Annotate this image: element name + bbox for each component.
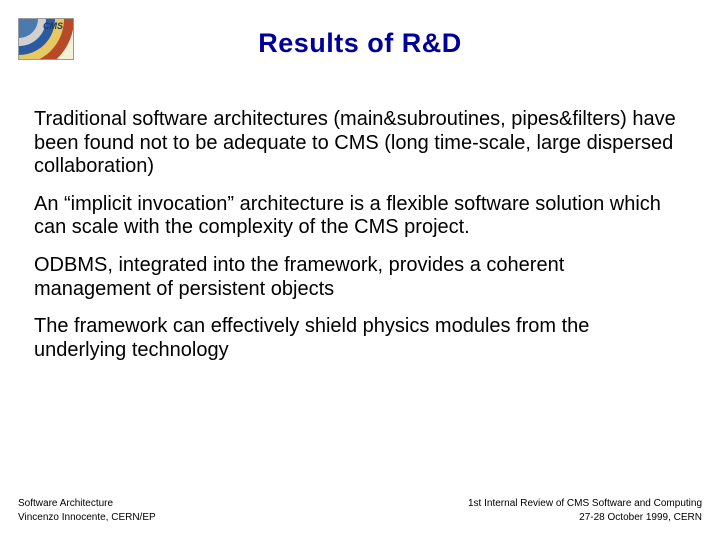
body-text: Traditional software architectures (main…: [34, 108, 678, 376]
paragraph: Traditional software architectures (main…: [34, 108, 678, 179]
footer-left-line1: Software Architecture: [18, 497, 156, 511]
slide-title: Results of R&D: [0, 28, 720, 59]
footer-right-line1: 1st Internal Review of CMS Software and …: [468, 497, 702, 511]
footer-right: 1st Internal Review of CMS Software and …: [468, 497, 702, 524]
footer-right-line2: 27-28 October 1999, CERN: [468, 511, 702, 525]
paragraph: ODBMS, integrated into the framework, pr…: [34, 254, 678, 301]
footer-left: Software Architecture Vincenzo Innocente…: [18, 497, 156, 524]
paragraph: The framework can effectively shield phy…: [34, 315, 678, 362]
paragraph: An “implicit invocation” architecture is…: [34, 193, 678, 240]
footer-left-line2: Vincenzo Innocente, CERN/EP: [18, 511, 156, 525]
